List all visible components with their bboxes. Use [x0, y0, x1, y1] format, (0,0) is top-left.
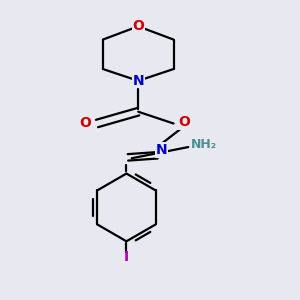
Text: N: N [156, 143, 168, 157]
Text: O: O [79, 116, 91, 130]
Text: O: O [132, 19, 144, 33]
Text: N: N [132, 74, 144, 88]
Text: I: I [124, 250, 129, 265]
Text: O: O [178, 115, 190, 129]
Text: NH₂: NH₂ [191, 138, 217, 151]
